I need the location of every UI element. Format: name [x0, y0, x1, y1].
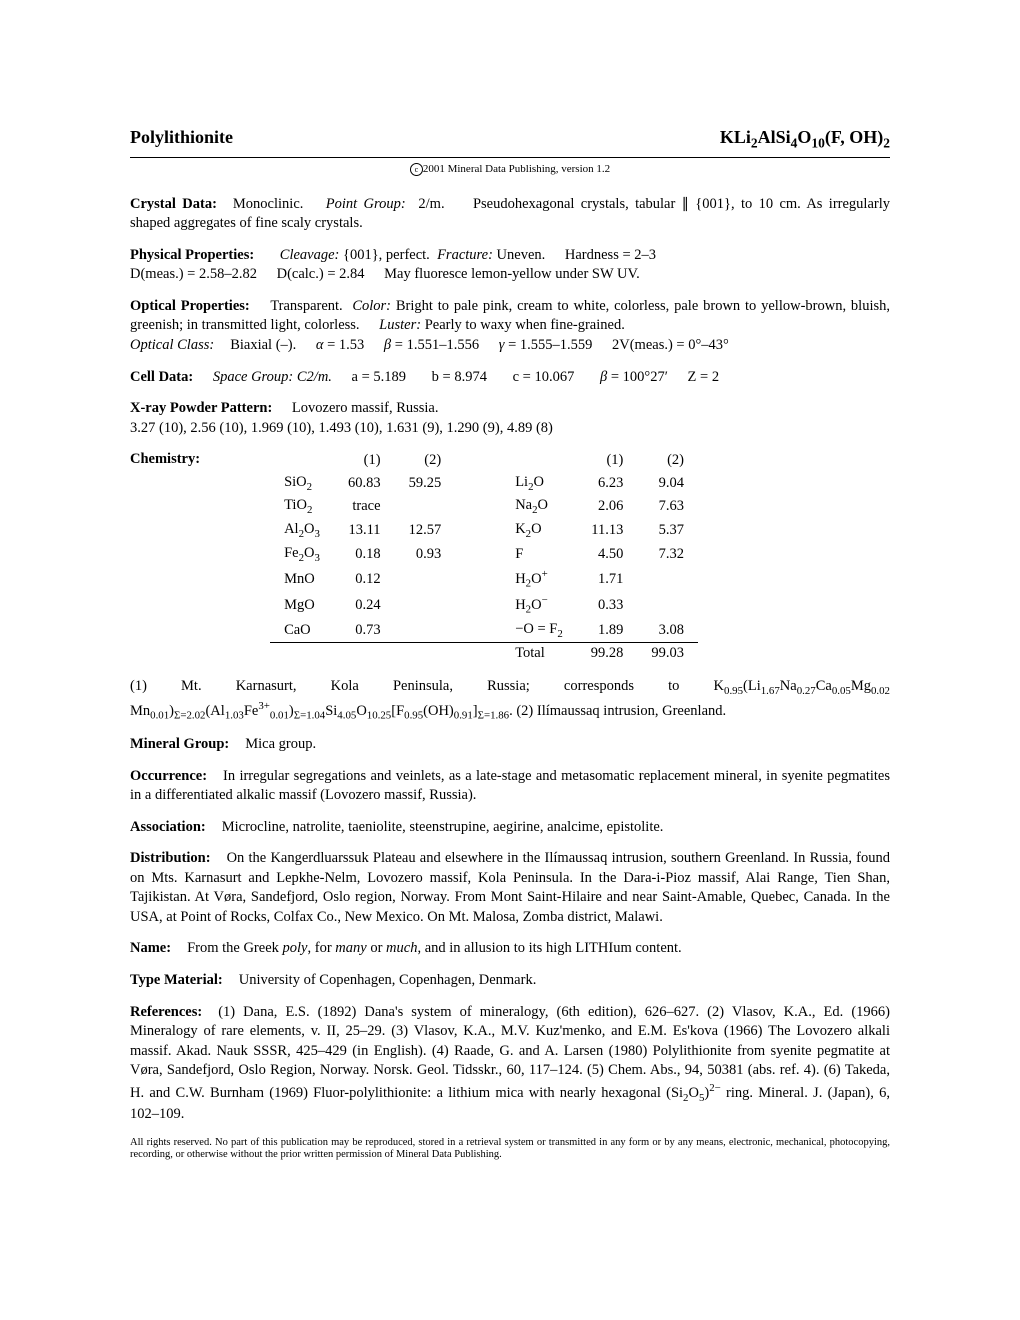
- total-1: 99.28: [577, 643, 638, 665]
- total-label: Total: [501, 643, 577, 665]
- chemistry-label: Chemistry:: [130, 450, 240, 470]
- cell-data: Cell Data: Space Group: C2/m. a = 5.189 …: [130, 368, 890, 388]
- chem-oxide: Fe2O3: [270, 543, 334, 567]
- xray-pattern: X-ray Powder Pattern: Lovozero massif, R…: [130, 399, 890, 438]
- chem-val: 3.08: [637, 619, 698, 643]
- copyright-icon: c: [410, 163, 423, 176]
- chem-oxide: Al2O3: [270, 519, 334, 543]
- title-row: Polylithionite KLi2AlSi4O10(F, OH)2: [130, 125, 890, 158]
- chem-val: 0.93: [395, 543, 456, 567]
- transparency: Transparent.: [270, 298, 342, 314]
- chem-val: 0.18: [334, 543, 395, 567]
- chem-val: 59.25: [395, 472, 456, 496]
- chem-val: 0.73: [334, 619, 395, 643]
- chem-oxide: H2O+: [501, 566, 577, 592]
- chemical-formula: KLi2AlSi4O10(F, OH)2: [720, 125, 890, 153]
- chem-val: [395, 495, 456, 519]
- chem-oxide: SiO2: [270, 472, 334, 496]
- chem-val: 1.89: [577, 619, 638, 643]
- chem-val: 12.57: [395, 519, 456, 543]
- chem-val: 7.63: [637, 495, 698, 519]
- copyright-line: c2001 Mineral Data Publishing, version 1…: [130, 162, 890, 177]
- chem-oxide: TiO2: [270, 495, 334, 519]
- total-2: 99.03: [637, 643, 698, 665]
- phys-extra: May fluoresce lemon-yellow under SW UV.: [384, 266, 640, 282]
- mineral-group: Mineral Group:Mica group.: [130, 735, 890, 755]
- chem-val: 0.24: [334, 592, 395, 618]
- chemistry-table: (1)(2)(1)(2) SiO260.8359.25Li2O6.239.04T…: [270, 450, 698, 665]
- chem-val: 9.04: [637, 472, 698, 496]
- distribution: Distribution:On the Kangerdluarssuk Plat…: [130, 849, 890, 927]
- references: References:(1) Dana, E.S. (1892) Dana's …: [130, 1003, 890, 1125]
- crystal-data: Crystal Data:Monoclinic. Point Group: 2/…: [130, 195, 890, 234]
- chem-val: 60.83: [334, 472, 395, 496]
- cell-b: 8.974: [454, 369, 487, 385]
- occurrence: Occurrence:In irregular segregations and…: [130, 767, 890, 806]
- chem-val: [637, 592, 698, 618]
- physical-properties: Physical Properties: Cleavage: {001}, pe…: [130, 246, 890, 285]
- footer-rights: All rights reserved. No part of this pub…: [130, 1137, 890, 1162]
- dcalc: 2.84: [339, 266, 364, 282]
- chem-val: [395, 566, 456, 592]
- xray-locality: Lovozero massif, Russia.: [292, 400, 439, 416]
- chem-val: 6.23: [577, 472, 638, 496]
- cell-z: 2: [712, 369, 719, 385]
- name-origin: Name:From the Greek poly, for many or mu…: [130, 939, 890, 959]
- chem-oxide: Li2O: [501, 472, 577, 496]
- chem-oxide: −O = F2: [501, 619, 577, 643]
- chem-val: 0.33: [577, 592, 638, 618]
- cell-c: 10.067: [534, 369, 574, 385]
- chemistry-note: (1) Mt. Karnasurt, Kola Peninsula, Russi…: [130, 677, 890, 723]
- chem-oxide: CaO: [270, 619, 334, 643]
- chem-oxide: K2O: [501, 519, 577, 543]
- cleavage: {001}, perfect.: [343, 247, 430, 263]
- optical-properties: Optical Properties: Transparent. Color: …: [130, 297, 890, 356]
- alpha: 1.53: [339, 337, 364, 353]
- chem-val: 5.37: [637, 519, 698, 543]
- twov: 0°–43°: [688, 337, 729, 353]
- chemistry: Chemistry: (1)(2)(1)(2) SiO260.8359.25Li…: [130, 450, 890, 665]
- point-group: 2/m.: [418, 196, 444, 212]
- chem-val: 4.50: [577, 543, 638, 567]
- type-material: Type Material:University of Copenhagen, …: [130, 971, 890, 991]
- chem-val: [395, 619, 456, 643]
- fracture: Uneven.: [497, 247, 546, 263]
- hardness: 2–3: [634, 247, 656, 263]
- chem-oxide: Na2O: [501, 495, 577, 519]
- copyright-text: 2001 Mineral Data Publishing, version 1.…: [423, 163, 610, 175]
- chem-val: 7.32: [637, 543, 698, 567]
- cell-beta: 100°27′: [623, 369, 668, 385]
- gamma: 1.555–1.559: [520, 337, 593, 353]
- crystal-system: Monoclinic.: [233, 196, 303, 212]
- beta: 1.551–1.556: [407, 337, 480, 353]
- chem-val: 2.06: [577, 495, 638, 519]
- cell-a: 5.189: [373, 369, 406, 385]
- chem-val: trace: [334, 495, 395, 519]
- chem-oxide: MgO: [270, 592, 334, 618]
- xray-lines: 3.27 (10), 2.56 (10), 1.969 (10), 1.493 …: [130, 420, 553, 436]
- chem-oxide: H2O−: [501, 592, 577, 618]
- association: Association:Microcline, natrolite, taeni…: [130, 818, 890, 838]
- chem-val: 0.12: [334, 566, 395, 592]
- space-group: C2/m.: [297, 369, 332, 385]
- chem-val: 1.71: [577, 566, 638, 592]
- chem-oxide: F: [501, 543, 577, 567]
- chem-val: [395, 592, 456, 618]
- mineral-name: Polylithionite: [130, 125, 233, 149]
- chem-val: 11.13: [577, 519, 638, 543]
- chem-oxide: MnO: [270, 566, 334, 592]
- chem-val: [637, 566, 698, 592]
- optical-class: Biaxial (–).: [230, 337, 296, 353]
- chem-val: 13.11: [334, 519, 395, 543]
- luster: Pearly to waxy when fine-grained.: [425, 317, 625, 333]
- dmeas: 2.58–2.82: [199, 266, 257, 282]
